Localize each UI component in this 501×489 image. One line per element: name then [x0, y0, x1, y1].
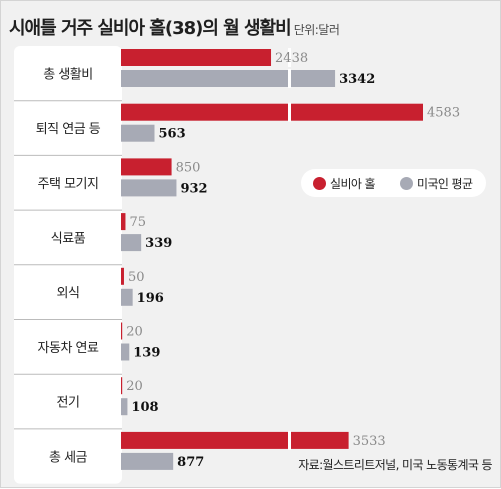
value-label-hall: 75 [129, 215, 146, 230]
category-label: 자동차 연료 [38, 341, 99, 356]
value-label-hall: 20 [126, 379, 143, 394]
bar-hall [121, 377, 123, 395]
value-label-hall: 20 [126, 325, 143, 340]
category-label: 주택 모기지 [38, 177, 99, 192]
value-label-us-average: 339 [145, 236, 172, 251]
value-label-us-average: 196 [137, 291, 164, 306]
chart-title: 시애틀 거주 실비아 홀(38)의 월 생활비 단위:달러 [9, 14, 340, 40]
unit-label: 단위:달러 [293, 23, 340, 37]
category-label: 퇴직 연금 등 [36, 122, 101, 137]
value-label-hall: 2438 [275, 51, 308, 66]
bar-us-average [121, 452, 174, 470]
legend-swatch-hall [313, 177, 326, 190]
value-label-hall: 4583 [427, 106, 460, 121]
axis-break-mark [288, 430, 291, 450]
value-label-us-average: 932 [180, 181, 207, 196]
bar-hall [121, 322, 123, 340]
chart-title-text: 시애틀 거주 실비아 홀(38)의 월 생활비 [9, 18, 292, 39]
bar-us-average [121, 343, 130, 361]
bar-hall [121, 103, 423, 121]
axis-break-mark [288, 69, 291, 88]
value-label-us-average: 108 [131, 400, 158, 415]
category-label: 총 생활비 [43, 67, 92, 82]
bar-hall [121, 213, 126, 231]
value-label-hall: 50 [128, 270, 145, 285]
legend: 실비아 홀 미국인 평균 [301, 169, 486, 197]
bar-hall [121, 49, 272, 66]
legend-item-hall: 실비아 홀 [313, 175, 376, 192]
legend-swatch-us-average [400, 177, 413, 190]
category-label: 외식 [57, 286, 80, 301]
bar-us-average [121, 124, 155, 142]
value-label-hall: 3533 [353, 434, 386, 449]
value-label-us-average: 563 [158, 127, 185, 142]
value-label-us-average: 877 [177, 455, 204, 470]
axis-break-mark [288, 102, 291, 122]
bar-us-average [121, 288, 133, 306]
value-label-us-average: 139 [133, 346, 160, 361]
value-label-us-average: 3342 [339, 72, 375, 87]
bar-us-average [121, 179, 177, 197]
source-note: 자료:월스트리트저널, 미국 노동통계국 등 [298, 458, 492, 472]
legend-item-us-average: 미국인 평균 [400, 175, 473, 192]
axis-break-mark [288, 48, 291, 67]
bar-hall [121, 158, 172, 176]
bar-us-average [121, 70, 336, 87]
bar-us-average [121, 234, 142, 252]
legend-label-us-average: 미국인 평균 [417, 177, 473, 191]
category-label: 전기 [57, 396, 80, 411]
legend-label-hall: 실비아 홀 [330, 177, 376, 191]
bar-hall [121, 431, 349, 449]
bar-hall [121, 267, 124, 285]
value-label-hall: 850 [176, 160, 201, 175]
category-label: 총 세금 [49, 450, 88, 465]
bar-us-average [121, 398, 128, 416]
category-label: 식료품 [51, 231, 86, 246]
